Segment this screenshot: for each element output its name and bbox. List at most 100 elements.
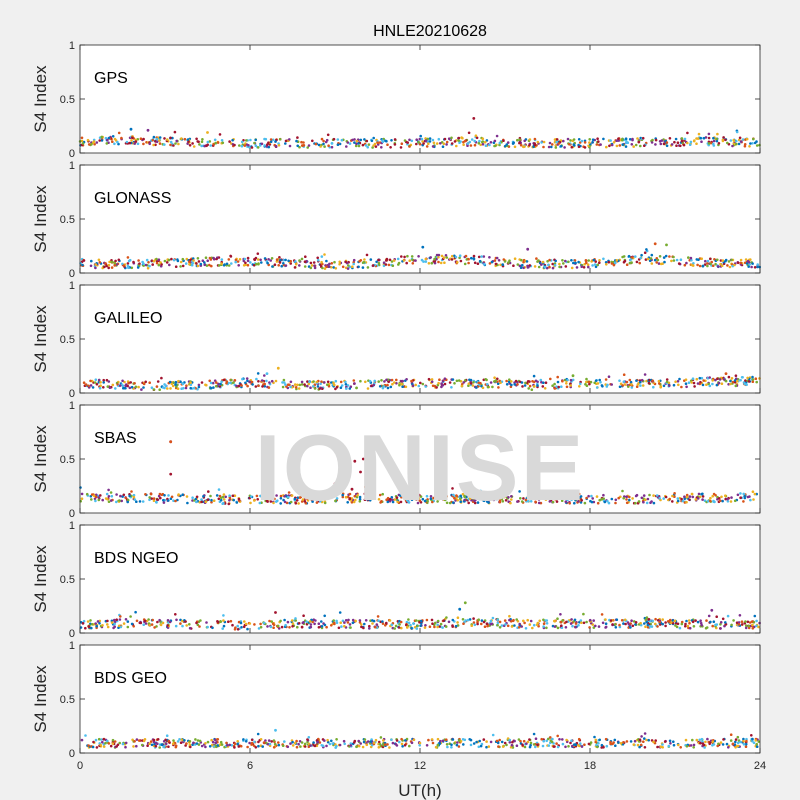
data-point — [378, 742, 382, 746]
data-point — [587, 265, 590, 269]
data-point — [179, 618, 182, 622]
data-point — [537, 265, 541, 269]
data-point — [700, 376, 704, 380]
data-point — [184, 620, 187, 623]
data-point — [540, 141, 543, 144]
data-point — [352, 379, 356, 382]
data-point — [695, 738, 699, 742]
data-point — [169, 140, 173, 144]
data-point — [87, 744, 90, 747]
data-point — [167, 494, 170, 497]
data-point — [110, 494, 114, 498]
data-point — [256, 372, 260, 375]
data-point — [634, 501, 637, 505]
data-point — [138, 262, 141, 266]
data-point — [294, 619, 298, 622]
data-point — [685, 495, 689, 499]
data-point — [562, 262, 565, 265]
data-point — [664, 624, 667, 628]
data-point — [707, 614, 711, 618]
data-point — [572, 138, 576, 141]
data-point — [365, 253, 369, 257]
data-point — [651, 379, 654, 383]
data-point — [717, 742, 720, 746]
data-point — [433, 257, 436, 261]
data-point — [367, 143, 371, 146]
data-point — [716, 258, 719, 262]
data-point — [724, 497, 727, 501]
data-point — [701, 742, 705, 745]
data-point — [580, 499, 583, 502]
data-point — [513, 624, 516, 627]
data-point — [746, 620, 750, 624]
data-point — [244, 261, 247, 265]
data-point — [158, 136, 162, 139]
data-point — [410, 627, 413, 630]
data-point — [384, 139, 387, 143]
data-point — [521, 263, 524, 267]
data-point — [208, 256, 212, 260]
data-point — [744, 745, 748, 748]
data-point — [707, 382, 710, 386]
data-point — [751, 490, 755, 494]
data-point — [582, 612, 585, 616]
y-tick-label: 0.5 — [60, 94, 75, 106]
data-point — [390, 378, 394, 382]
data-point — [385, 498, 388, 502]
data-point — [755, 624, 758, 628]
data-point — [130, 490, 133, 493]
data-point — [550, 145, 553, 149]
data-point — [450, 254, 454, 258]
data-point — [735, 139, 738, 143]
data-point — [341, 265, 345, 269]
data-point — [248, 741, 251, 745]
data-point — [218, 385, 222, 388]
data-point — [183, 739, 186, 742]
data-point — [445, 501, 449, 505]
data-point — [440, 382, 443, 385]
data-point — [155, 385, 159, 388]
data-point — [604, 625, 608, 629]
y-tick-label: 0.5 — [60, 574, 75, 586]
data-point — [208, 745, 212, 748]
data-point — [633, 739, 637, 743]
data-point — [563, 496, 567, 500]
data-point — [721, 138, 725, 142]
data-point — [348, 142, 352, 145]
data-point — [490, 497, 494, 500]
data-point — [334, 499, 337, 503]
data-point — [237, 264, 240, 267]
data-point — [405, 261, 409, 265]
data-point — [432, 141, 436, 145]
data-point — [163, 137, 166, 140]
data-point — [92, 140, 96, 143]
data-point — [299, 745, 302, 748]
data-point — [389, 385, 393, 389]
data-point — [746, 376, 749, 380]
data-point — [455, 496, 458, 500]
data-point — [432, 260, 436, 263]
data-point — [459, 259, 463, 263]
data-point — [456, 498, 460, 502]
data-point — [490, 493, 493, 496]
data-point — [127, 259, 131, 263]
data-point — [496, 618, 499, 621]
data-point — [410, 741, 414, 745]
data-point — [94, 495, 98, 499]
data-point — [690, 492, 694, 496]
data-point — [716, 132, 719, 136]
data-point — [497, 745, 500, 748]
data-point — [315, 501, 319, 504]
data-point — [235, 384, 238, 388]
data-point — [705, 626, 709, 629]
data-point — [553, 625, 557, 628]
data-point — [294, 617, 297, 620]
data-point — [172, 739, 175, 742]
data-point — [233, 746, 236, 749]
data-point — [330, 624, 333, 627]
data-point — [272, 501, 275, 505]
data-point — [736, 379, 739, 383]
data-point — [163, 494, 166, 497]
data-point — [647, 738, 650, 742]
data-point — [206, 498, 210, 502]
